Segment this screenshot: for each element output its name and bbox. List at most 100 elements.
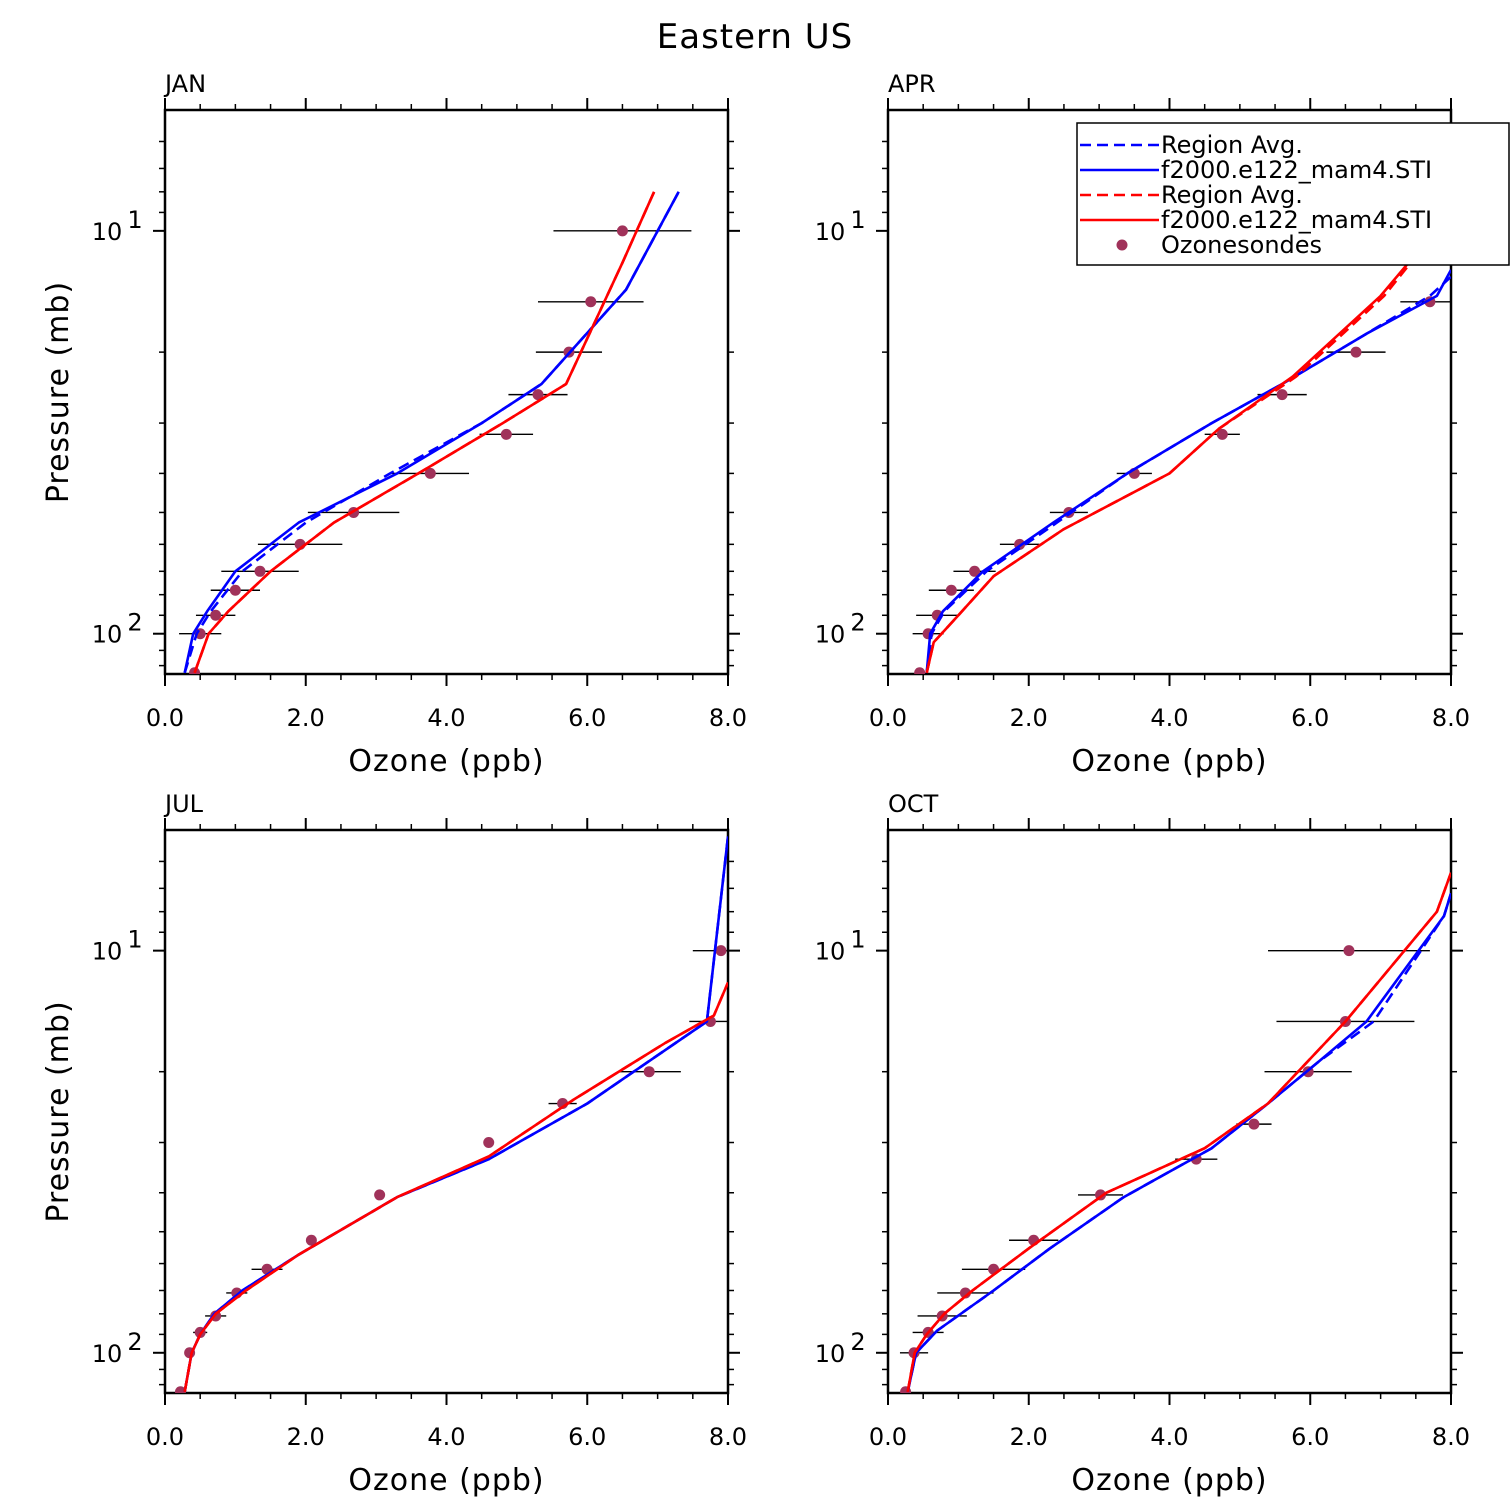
panel-label: JUL — [163, 790, 204, 818]
series-group — [906, 872, 1451, 1393]
legend-label: f2000.e122_mam4.STI — [1161, 206, 1432, 234]
x-tick-label: 6.0 — [1291, 704, 1329, 732]
ozonesonde-group — [899, 945, 1430, 1393]
y-tick-exponent: 2 — [850, 1328, 865, 1356]
x-tick-label: 8.0 — [1432, 1423, 1470, 1451]
series-line — [925, 211, 1451, 674]
x-tick-label: 8.0 — [709, 704, 747, 732]
ozonesonde-marker — [945, 584, 957, 596]
legend-marker — [1116, 239, 1128, 251]
panel-label: JAN — [163, 70, 206, 98]
ozonesonde-marker — [210, 609, 222, 621]
series-line — [183, 191, 680, 674]
ozonesonde-marker — [1343, 945, 1355, 957]
x-tick-label: 4.0 — [427, 1423, 465, 1451]
series-group — [183, 836, 728, 1393]
y-tick-label: 10 — [815, 621, 846, 649]
series-line — [183, 191, 680, 674]
ozonesonde-marker — [715, 945, 727, 957]
y-tick-exponent: 1 — [850, 926, 865, 954]
ozonesonde-marker — [532, 389, 544, 401]
ozonesonde-marker — [305, 1234, 317, 1246]
series-line — [193, 191, 656, 674]
ozonesonde-marker — [585, 296, 597, 308]
y-tick-label: 10 — [92, 938, 123, 966]
y-tick-exponent: 1 — [127, 206, 142, 234]
legend-label: Ozonesondes — [1161, 231, 1322, 259]
y-tick-exponent: 2 — [127, 609, 142, 637]
x-tick-label: 8.0 — [1432, 704, 1470, 732]
x-tick-label: 2.0 — [287, 1423, 325, 1451]
y-tick-label: 10 — [815, 218, 846, 246]
ozonesonde-marker — [969, 565, 981, 577]
y-tick-label: 10 — [815, 938, 846, 966]
plot-frame — [163, 828, 730, 1395]
y-tick-label: 10 — [815, 1340, 846, 1368]
y-tick-exponent: 2 — [127, 1328, 142, 1356]
x-tick-label: 4.0 — [1150, 1423, 1188, 1451]
series-line — [183, 981, 728, 1393]
ozonesonde-marker — [254, 565, 266, 577]
y-tick-exponent: 1 — [127, 926, 142, 954]
x-tick-label: 6.0 — [1291, 1423, 1329, 1451]
ozonesonde-marker — [374, 1189, 386, 1201]
y-axis-label: Pressure (mb) — [41, 281, 76, 503]
y-tick-exponent: 1 — [850, 206, 865, 234]
x-tick-label: 6.0 — [568, 1423, 606, 1451]
plot-frame — [886, 828, 1453, 1395]
x-axis-label: Ozone (ppb) — [1071, 1463, 1267, 1498]
x-tick-label: 2.0 — [1010, 704, 1048, 732]
series-line — [925, 269, 1451, 673]
x-tick-label: 2.0 — [1010, 1423, 1048, 1451]
ozonesonde-marker — [500, 428, 512, 440]
legend-label: f2000.e122_mam4.STI — [1161, 156, 1432, 184]
series-line — [193, 191, 656, 674]
ozonesonde-marker — [229, 584, 241, 596]
ozonesonde-marker — [1276, 389, 1288, 401]
series-line — [183, 981, 728, 1393]
series-line — [183, 836, 728, 1393]
panel-label: APR — [888, 70, 936, 98]
ozonesonde-marker — [424, 467, 436, 479]
x-tick-label: 0.0 — [869, 704, 907, 732]
series-group — [183, 191, 680, 674]
series-line — [906, 892, 1451, 1393]
ozonesonde-marker — [1248, 1118, 1260, 1130]
ozonesonde-marker — [643, 1066, 655, 1078]
series-group — [925, 211, 1451, 674]
y-tick-exponent: 2 — [850, 609, 865, 637]
series-line — [925, 275, 1451, 673]
y-tick-label: 10 — [92, 621, 123, 649]
ozonesonde-marker — [1350, 346, 1362, 358]
series-line — [183, 836, 728, 1393]
x-tick-label: 8.0 — [709, 1423, 747, 1451]
ozonesonde-marker — [483, 1137, 495, 1149]
ozonesonde-group — [912, 296, 1451, 674]
figure-title: Eastern US — [657, 17, 854, 57]
series-line — [906, 892, 1451, 1393]
x-tick-label: 6.0 — [568, 704, 606, 732]
legend-label: Region Avg. — [1161, 181, 1303, 209]
x-tick-label: 0.0 — [146, 704, 184, 732]
x-axis-label: Ozone (ppb) — [348, 1463, 544, 1498]
y-axis-label: Pressure (mb) — [41, 1000, 76, 1222]
x-tick-label: 4.0 — [1150, 704, 1188, 732]
y-tick-label: 10 — [92, 218, 123, 246]
series-line — [906, 872, 1451, 1393]
y-tick-label: 10 — [92, 1340, 123, 1368]
x-tick-label: 0.0 — [869, 1423, 907, 1451]
x-tick-label: 4.0 — [427, 704, 465, 732]
panel-label: OCT — [888, 790, 939, 818]
plot-frame — [163, 108, 730, 676]
x-axis-label: Ozone (ppb) — [348, 744, 544, 779]
series-line — [925, 211, 1451, 674]
ozonesonde-marker — [1216, 428, 1228, 440]
ozonesonde-marker — [914, 667, 926, 674]
ozonesonde-marker — [174, 1386, 186, 1393]
